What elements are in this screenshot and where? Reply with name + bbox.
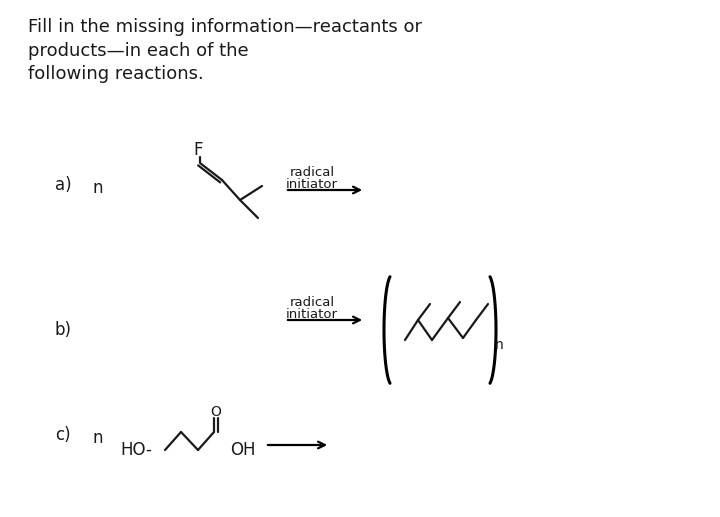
Text: initiator: initiator <box>286 308 338 321</box>
Text: HO-: HO- <box>120 441 152 459</box>
Text: n: n <box>495 338 504 352</box>
Text: OH: OH <box>230 441 256 459</box>
Text: Fill in the missing information—reactants or
products—in each of the
following r: Fill in the missing information—reactant… <box>28 18 422 83</box>
Text: a): a) <box>55 176 71 194</box>
Text: O: O <box>210 405 222 419</box>
Text: radical: radical <box>289 297 335 310</box>
Text: radical: radical <box>289 166 335 179</box>
Text: b): b) <box>55 321 72 339</box>
Text: F: F <box>193 141 203 159</box>
Text: n: n <box>92 179 102 197</box>
Text: c): c) <box>55 426 71 444</box>
Text: initiator: initiator <box>286 177 338 190</box>
Text: n: n <box>92 429 102 447</box>
